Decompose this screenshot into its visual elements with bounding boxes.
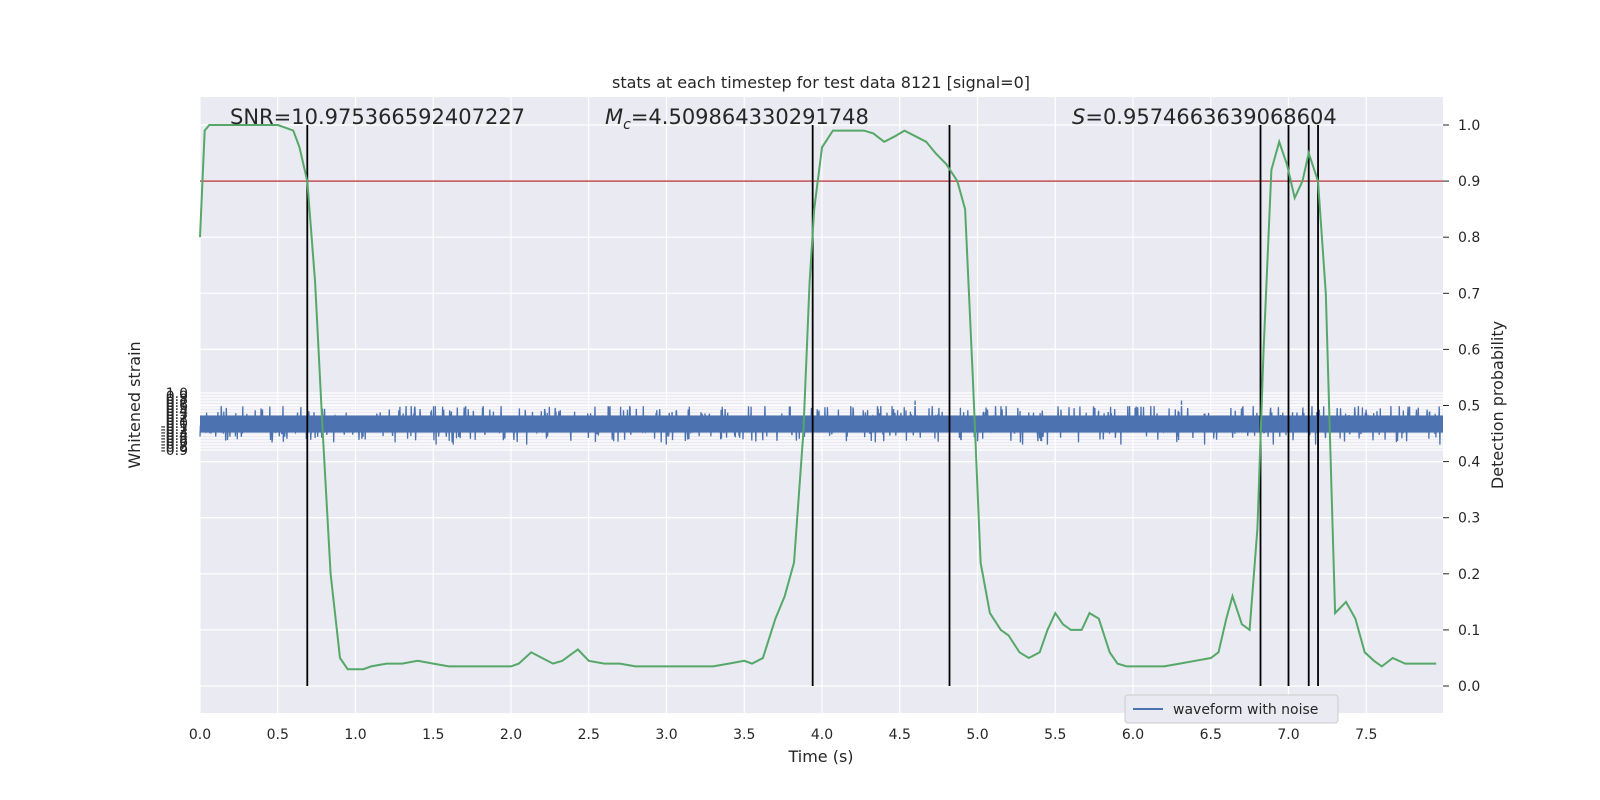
x-tick-label: 3.5 — [733, 727, 755, 743]
y-tick-label: 0.0 — [166, 416, 188, 432]
s-annotation: S=0.9574663639068604 — [1072, 105, 1337, 129]
y-tick-label: -0.5 — [161, 431, 188, 447]
x-tick-label: 1.0 — [344, 727, 366, 743]
y2-tick-label: 0.1 — [1458, 623, 1480, 639]
legend-label-waveform: waveform with noise — [1173, 702, 1318, 718]
chirp-mass-annotation: Mc=4.509864330291748 — [605, 105, 869, 133]
chart-title: stats at each timestep for test data 812… — [612, 73, 1030, 92]
y-tick-label: 0.7 — [166, 395, 188, 411]
y2-tick-label: 0.6 — [1458, 342, 1480, 358]
y-tick-label: 0.9 — [166, 389, 188, 405]
y-tick-label: 0.6 — [166, 398, 188, 414]
x-tick-label: 7.0 — [1277, 727, 1299, 743]
x-tick-label: 4.5 — [889, 727, 911, 743]
y-tick-label: 0.1 — [166, 413, 188, 429]
y-tick-label: -0.3 — [161, 425, 188, 441]
y2-tick-label: 1.0 — [1458, 118, 1480, 134]
y2-tick-labels: 1.0 0.9 0.8 0.7 0.6 0.5 0.4 0.3 0.2 0.1 0.0 — [1443, 118, 1480, 695]
x-tick-label: 2.5 — [578, 727, 600, 743]
legend: waveform with noise — [1124, 694, 1339, 724]
plot-area — [199, 124, 1443, 686]
waveform-core-band — [200, 415, 1443, 433]
x-tick-label: 2.0 — [500, 727, 522, 743]
y-tick-label: 0.4 — [166, 404, 188, 420]
x-tick-labels: 0.0 0.5 1.0 1.5 2.0 2.5 3.0 3.5 4.0 4.5 5.0 5.5 6.0 6… — [189, 727, 1378, 743]
y2-axis-label: Detection probability — [1488, 321, 1507, 489]
x-axis-label: Time (s) — [787, 747, 853, 766]
x-tick-label: 6.5 — [1200, 727, 1222, 743]
y-axis-label: Whitened strain — [125, 341, 144, 468]
y-tick-label: -0.9 — [161, 443, 188, 459]
y-tick-label: -0.6 — [161, 434, 188, 450]
detection-probability-line — [199, 124, 1437, 671]
y-tick-labels: 1.00.90.80.70.60.50.40.30.20.10.0-0.1-0.… — [161, 386, 188, 459]
y2-tick-label: 0.4 — [1458, 455, 1480, 471]
x-tick-label: 7.5 — [1355, 727, 1377, 743]
x-tick-label: 1.5 — [422, 727, 444, 743]
x-tick-label: 4.0 — [811, 727, 833, 743]
x-tick-label: 5.0 — [966, 727, 988, 743]
x-tick-label: 0.5 — [267, 727, 289, 743]
y-tick-label: 0.3 — [166, 407, 188, 423]
y-tick-label: -0.2 — [161, 422, 188, 438]
y-tick-label: -0.8 — [161, 440, 188, 456]
x-tick-label: 0.0 — [189, 727, 211, 743]
legend-box — [1124, 694, 1339, 724]
y-tick-label: -0.4 — [161, 428, 188, 444]
y2-tick-label: 0.0 — [1458, 679, 1480, 695]
y2-tick-label: 0.3 — [1458, 511, 1480, 527]
x-tick-label: 5.5 — [1044, 727, 1066, 743]
y2-tick-label: 0.5 — [1458, 399, 1480, 415]
y2-tick-label: 0.7 — [1458, 286, 1480, 302]
x-tick-label: 3.0 — [655, 727, 677, 743]
y2-tick-label: 0.2 — [1458, 567, 1480, 583]
y-tick-label: 0.8 — [166, 392, 188, 408]
y-tick-label: 0.2 — [166, 410, 188, 426]
y-tick-label: -0.1 — [161, 419, 188, 435]
snr-annotation: SNR=10.975366592407227 — [230, 105, 525, 129]
x-tick-label: 6.0 — [1122, 727, 1144, 743]
y2-tick-label: 0.9 — [1458, 174, 1480, 190]
y-tick-label: 1.0 — [166, 386, 188, 402]
y-tick-label: 0.5 — [166, 401, 188, 417]
y-tick-label: -0.7 — [161, 437, 188, 453]
y2-tick-label: 0.8 — [1458, 230, 1480, 246]
